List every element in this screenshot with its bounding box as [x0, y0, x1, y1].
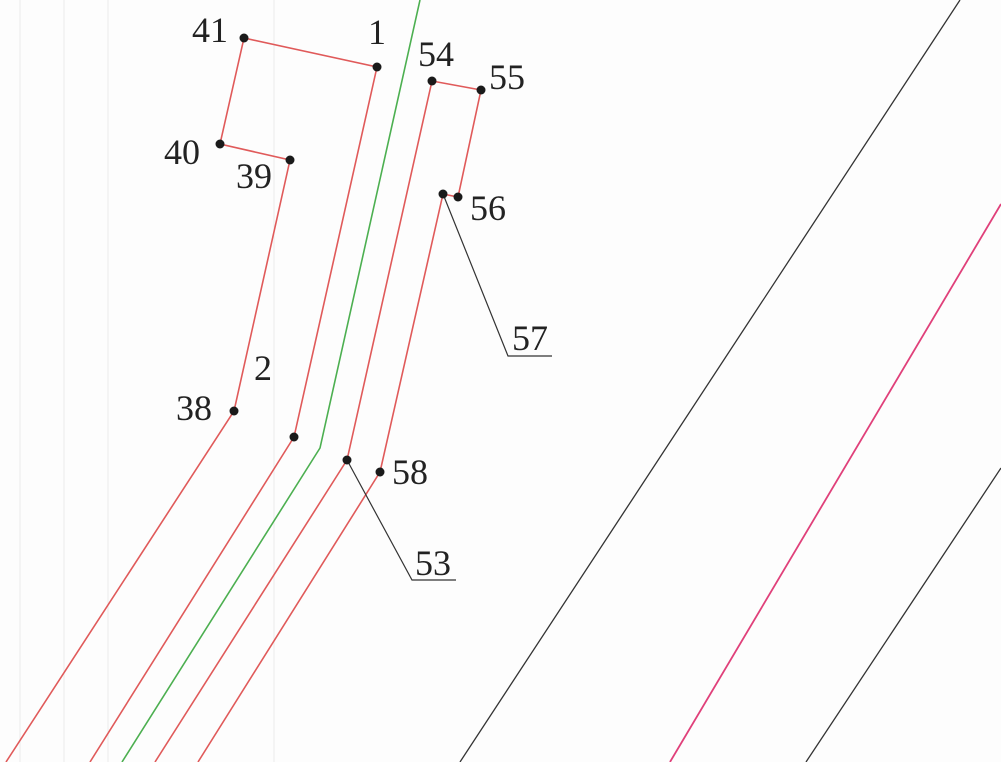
- point-39-label: 39: [236, 156, 272, 196]
- point-2-label: 2: [254, 348, 272, 388]
- parcel-a-outer-line: [5, 37, 378, 762]
- point-53-marker: [342, 455, 352, 465]
- survey-points: [215, 33, 486, 477]
- magenta-diagonal-line: [669, 203, 1001, 762]
- point-41-label: 41: [192, 10, 228, 50]
- point-1-marker: [372, 62, 382, 72]
- point-40-label: 40: [164, 132, 200, 172]
- point-55-label: 55: [489, 57, 525, 97]
- point-58-label: 58: [392, 452, 428, 492]
- point-58-marker: [375, 467, 385, 477]
- axis-line: [121, 0, 421, 762]
- point-40-marker: [215, 139, 225, 149]
- parcel-b-boundary: [154, 80, 482, 762]
- right-black-lines: [459, 0, 1001, 762]
- point-56-marker: [453, 192, 463, 202]
- leader-line-57: [442, 193, 552, 357]
- leader-lines: [346, 193, 552, 581]
- point-53-label: 53: [415, 543, 451, 583]
- leader-line-53: [346, 459, 456, 581]
- point-2-marker: [289, 432, 299, 442]
- point-57-marker: [438, 189, 448, 199]
- black-diagonal-line: [459, 0, 961, 762]
- point-39-marker: [285, 155, 295, 165]
- point-1-label: 1: [368, 12, 386, 52]
- point-54-label: 54: [418, 34, 454, 74]
- grid-lines: [19, 0, 275, 762]
- point-41-marker: [239, 33, 249, 43]
- parcel-a-boundary: [5, 37, 378, 762]
- point-labels: 41 1 40 39 2 38 54 55 56 57 58 53: [164, 10, 548, 583]
- black-diagonal-line: [805, 467, 1001, 762]
- point-55-marker: [476, 85, 486, 95]
- point-38-label: 38: [176, 388, 212, 428]
- point-57-label: 57: [512, 318, 548, 358]
- point-54-marker: [427, 76, 437, 86]
- point-56-label: 56: [470, 188, 506, 228]
- point-38-marker: [229, 406, 239, 416]
- parcel-b-line: [154, 80, 482, 762]
